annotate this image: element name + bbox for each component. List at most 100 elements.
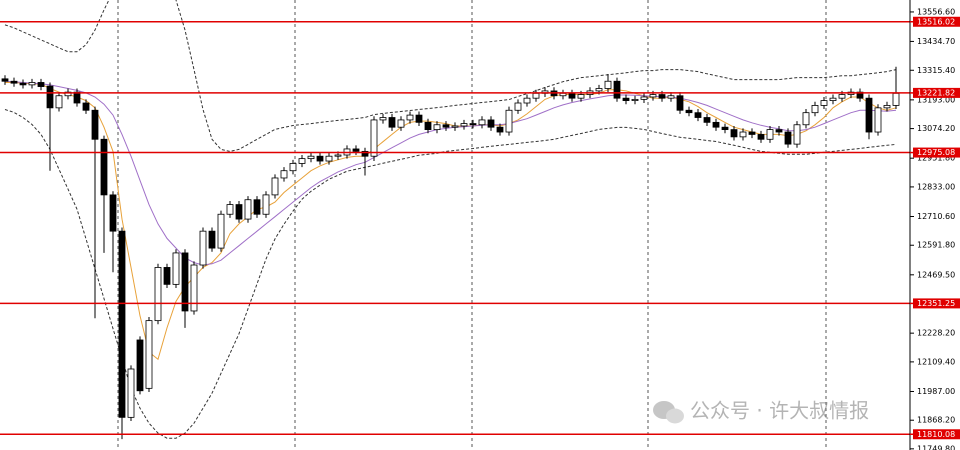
candle-body bbox=[460, 123, 468, 127]
y-tick-label: 12833.00 bbox=[917, 182, 955, 191]
candle-body bbox=[730, 129, 738, 138]
candle-body bbox=[298, 158, 306, 164]
candle-body bbox=[244, 199, 252, 220]
candle-body bbox=[19, 82, 27, 86]
candle-body bbox=[658, 94, 666, 99]
candle-body bbox=[757, 134, 765, 140]
candle-body bbox=[469, 123, 477, 126]
candle-body bbox=[892, 92, 900, 106]
candle-body bbox=[703, 117, 711, 123]
candle-body bbox=[307, 155, 315, 160]
candle-body bbox=[496, 126, 504, 133]
moving-average bbox=[5, 82, 897, 361]
candle-body bbox=[577, 94, 585, 99]
candle-body bbox=[271, 177, 279, 196]
candle-body bbox=[712, 121, 720, 128]
candle-body bbox=[604, 80, 612, 89]
candle-body bbox=[190, 264, 198, 312]
candle-body bbox=[856, 91, 864, 99]
candle-body bbox=[874, 107, 882, 133]
candle-body bbox=[415, 114, 423, 123]
candle-body bbox=[748, 131, 756, 135]
candle-body bbox=[424, 121, 432, 131]
candle-body bbox=[739, 131, 747, 138]
candle-body bbox=[109, 194, 117, 232]
candle-body bbox=[613, 80, 621, 99]
candle-body bbox=[505, 109, 513, 133]
candle-body bbox=[217, 213, 225, 249]
candle-body bbox=[640, 96, 648, 100]
candle-body bbox=[883, 105, 891, 109]
candle-body bbox=[487, 119, 495, 128]
candle-body bbox=[181, 252, 189, 312]
candle-body bbox=[451, 125, 459, 128]
candle-body bbox=[145, 320, 153, 389]
candle-body bbox=[199, 230, 207, 266]
candle-body bbox=[622, 97, 630, 101]
candle-body bbox=[100, 138, 108, 196]
candle-body bbox=[721, 126, 729, 131]
y-tick-label: 12591.80 bbox=[917, 241, 955, 250]
candle-body bbox=[280, 170, 288, 179]
level-label: 12351.25 bbox=[917, 299, 955, 308]
candle-body bbox=[649, 94, 657, 98]
candle-body bbox=[10, 80, 18, 84]
level-label-box bbox=[913, 87, 960, 98]
candle-body bbox=[595, 88, 603, 92]
candle-body bbox=[73, 91, 81, 104]
level-label: 13516.02 bbox=[917, 17, 955, 26]
candle-body bbox=[379, 117, 387, 121]
candle-body bbox=[478, 119, 486, 126]
candle-body bbox=[262, 194, 270, 215]
candle-body bbox=[532, 92, 540, 99]
candle-body bbox=[46, 85, 54, 109]
time-grid bbox=[117, 0, 827, 450]
level-label-box bbox=[913, 147, 960, 158]
watermark-text: 公众号 · 许大叔情报 bbox=[690, 399, 869, 423]
candle-body bbox=[523, 97, 531, 104]
candle-body bbox=[316, 155, 324, 162]
y-tick-label: 11987.00 bbox=[917, 387, 955, 396]
candle-body bbox=[676, 95, 684, 111]
y-tick-label: 11749.80 bbox=[917, 444, 955, 450]
level-label: 13221.82 bbox=[917, 88, 955, 97]
candle-body bbox=[397, 119, 405, 128]
y-tick-label: 12710.60 bbox=[917, 212, 955, 221]
candle-body bbox=[667, 95, 675, 99]
candle-body bbox=[55, 95, 63, 109]
candle-body bbox=[118, 230, 126, 418]
y-tick-label: 13434.70 bbox=[917, 37, 955, 46]
y-tick-label: 13074.20 bbox=[917, 124, 955, 133]
y-tick-label: 11868.20 bbox=[917, 416, 955, 425]
y-tick-label: 13315.40 bbox=[917, 66, 955, 75]
level-label-box bbox=[913, 16, 960, 27]
candle-body bbox=[289, 163, 297, 172]
candle-body bbox=[172, 252, 180, 285]
candle-body bbox=[82, 102, 90, 111]
candle-body bbox=[361, 150, 369, 157]
candle-body bbox=[802, 112, 810, 126]
moving-average bbox=[4, 80, 897, 266]
candle-body bbox=[28, 82, 36, 86]
level-label: 11810.08 bbox=[917, 430, 955, 439]
candle-body bbox=[559, 92, 567, 97]
candle-body bbox=[514, 102, 522, 111]
candle-body bbox=[136, 339, 144, 392]
candle-body bbox=[829, 97, 837, 101]
candle-body bbox=[325, 155, 333, 162]
candle-body bbox=[91, 109, 99, 140]
y-tick-label: 12228.20 bbox=[917, 329, 955, 338]
watermark-icon bbox=[666, 408, 684, 424]
bollinger-band bbox=[4, 109, 897, 439]
candle-body bbox=[568, 92, 576, 99]
y-tick-label: 12109.40 bbox=[917, 357, 955, 366]
candle-body bbox=[235, 204, 243, 220]
candle-body bbox=[334, 154, 342, 157]
candle-body bbox=[685, 109, 693, 114]
candle-body bbox=[64, 91, 72, 97]
candle-body bbox=[127, 368, 135, 418]
candle-body bbox=[793, 124, 801, 145]
candle-body bbox=[1, 78, 9, 82]
y-tick-label: 12469.50 bbox=[917, 270, 955, 279]
